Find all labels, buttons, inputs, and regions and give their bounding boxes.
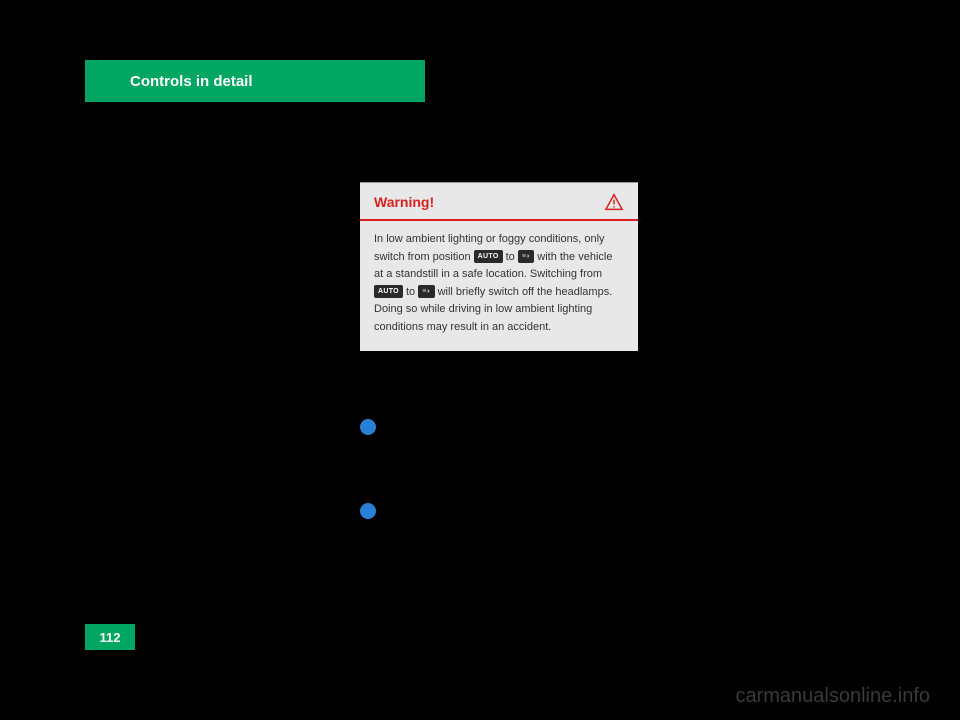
page-number-box: 112 bbox=[85, 624, 135, 650]
auto-badge-icon: AUTO bbox=[474, 250, 503, 263]
header-bar: Controls in detail bbox=[85, 60, 425, 102]
warning-text-2: to bbox=[506, 251, 515, 263]
headlamp-icon: ≡◗ bbox=[518, 250, 534, 263]
warning-header: Warning! bbox=[360, 183, 638, 221]
bullet-icon bbox=[360, 419, 376, 435]
warning-title: Warning! bbox=[374, 194, 434, 210]
bullet-item bbox=[360, 418, 376, 435]
bullet-icon bbox=[360, 503, 376, 519]
bullet-item bbox=[360, 502, 376, 519]
warning-text-4: to bbox=[406, 286, 415, 298]
headlamp-icon: ≡◗ bbox=[418, 285, 434, 298]
warning-triangle-icon bbox=[604, 193, 624, 211]
page-title: Controls in detail bbox=[130, 73, 253, 90]
page-number: 112 bbox=[100, 630, 121, 645]
warning-body: In low ambient lighting or foggy conditi… bbox=[360, 221, 638, 351]
auto-badge-icon: AUTO bbox=[374, 285, 403, 298]
watermark: carmanualsonline.info bbox=[735, 685, 930, 708]
warning-box: Warning! In low ambient lighting or fogg… bbox=[360, 182, 638, 351]
